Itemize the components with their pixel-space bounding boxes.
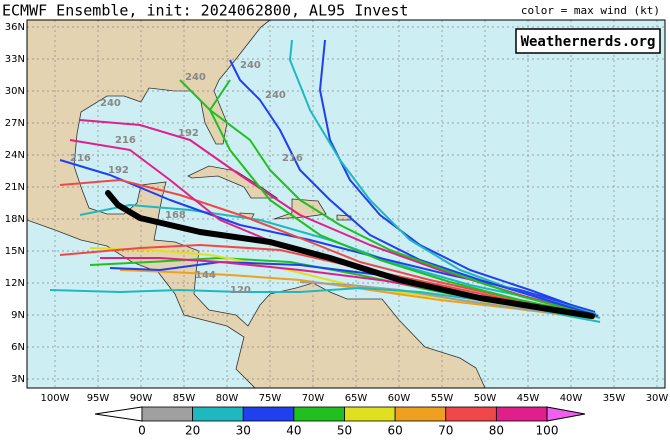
hour-label: 240 — [240, 60, 261, 71]
lon-label: 70W — [302, 393, 325, 404]
grid — [27, 20, 665, 388]
track — [179, 79, 596, 317]
colorbar-segment — [293, 406, 345, 422]
map-frame — [26, 19, 666, 389]
lat-label: 36N — [5, 22, 25, 33]
lat-label: 9N — [11, 310, 25, 321]
colorbar-label: 80 — [489, 424, 504, 438]
hour-label: 216 — [282, 153, 303, 164]
cuba — [187, 165, 279, 199]
hour-label: 240 — [265, 90, 286, 101]
lon-label: 50W — [474, 393, 497, 404]
watermark: Weathernerds.org — [521, 34, 656, 50]
colorbar-segment — [344, 406, 396, 422]
colorbar-label: 100 — [536, 424, 559, 438]
track — [299, 281, 595, 319]
lon-label: 85W — [173, 393, 196, 404]
hour-label: 192 — [178, 128, 199, 139]
track — [289, 39, 597, 315]
track — [229, 59, 599, 317]
colorbar-segment — [394, 406, 447, 422]
hour-label: 168 — [165, 210, 186, 221]
colorbar-segment — [445, 406, 497, 422]
track-hour-labels: 240 240 240 240 216 216 192 192 168 144 … — [70, 60, 303, 296]
colorbar-low-end — [94, 406, 143, 422]
lon-label: 60W — [388, 393, 411, 404]
hour-label: 192 — [108, 165, 129, 176]
lon-label: 95W — [87, 393, 110, 404]
title: ECMWF Ensemble, init: 2024062800, AL95 I… — [2, 2, 408, 20]
colorbar: 0 20 30 40 50 60 70 80 100 — [94, 406, 586, 438]
colorbar-label: 0 — [138, 424, 146, 438]
colorbar-segment — [192, 406, 244, 422]
lat-label: 18N — [5, 214, 25, 225]
colorbar-label: 20 — [185, 424, 200, 438]
colorbar-segment — [141, 406, 194, 422]
lon-label: 35W — [603, 393, 626, 404]
lon-label: 30W — [646, 393, 669, 404]
hour-label: 216 — [70, 153, 91, 164]
lat-label: 21N — [5, 182, 25, 193]
lat-label: 3N — [11, 374, 25, 385]
lon-label: 100W — [41, 393, 70, 404]
mean-track — [105, 190, 595, 319]
hour-label: 120 — [230, 285, 251, 296]
lat-label: 27N — [5, 118, 25, 129]
track — [319, 39, 597, 315]
lon-label: 55W — [431, 393, 454, 404]
lon-label: 45W — [517, 393, 540, 404]
watermark-box — [515, 28, 661, 54]
lon-label: 90W — [130, 393, 153, 404]
colorbar-segment — [242, 406, 295, 422]
colorbar-label: 30 — [236, 424, 251, 438]
hour-label: 240 — [100, 98, 121, 109]
track — [59, 244, 594, 317]
colorbar-label: 60 — [387, 424, 402, 438]
hour-label: 240 — [185, 72, 206, 83]
colorbar-label: 40 — [286, 424, 301, 438]
map: 240 240 240 240 216 216 192 192 168 144 … — [26, 19, 666, 389]
legend-note: color = max wind (kt) — [521, 4, 660, 17]
colorbar-segment — [495, 406, 548, 422]
lat-label: 12N — [5, 278, 25, 289]
lon-label: 80W — [216, 393, 239, 404]
track — [59, 179, 593, 316]
lat-label: 30N — [5, 86, 25, 97]
lat-label: 15N — [5, 246, 25, 257]
hour-label: 216 — [115, 135, 136, 146]
hour-label: 144 — [195, 270, 216, 281]
colorbar-label: 70 — [438, 424, 453, 438]
colorbar-label: 50 — [337, 424, 352, 438]
lon-label: 65W — [345, 393, 368, 404]
colorbar-high-end — [546, 406, 586, 422]
lat-label: 24N — [5, 150, 25, 161]
lat-label: 33N — [5, 54, 25, 65]
track — [209, 79, 591, 316]
lon-label: 40W — [560, 393, 583, 404]
lat-label: 6N — [11, 342, 25, 353]
lon-label: 75W — [259, 393, 282, 404]
